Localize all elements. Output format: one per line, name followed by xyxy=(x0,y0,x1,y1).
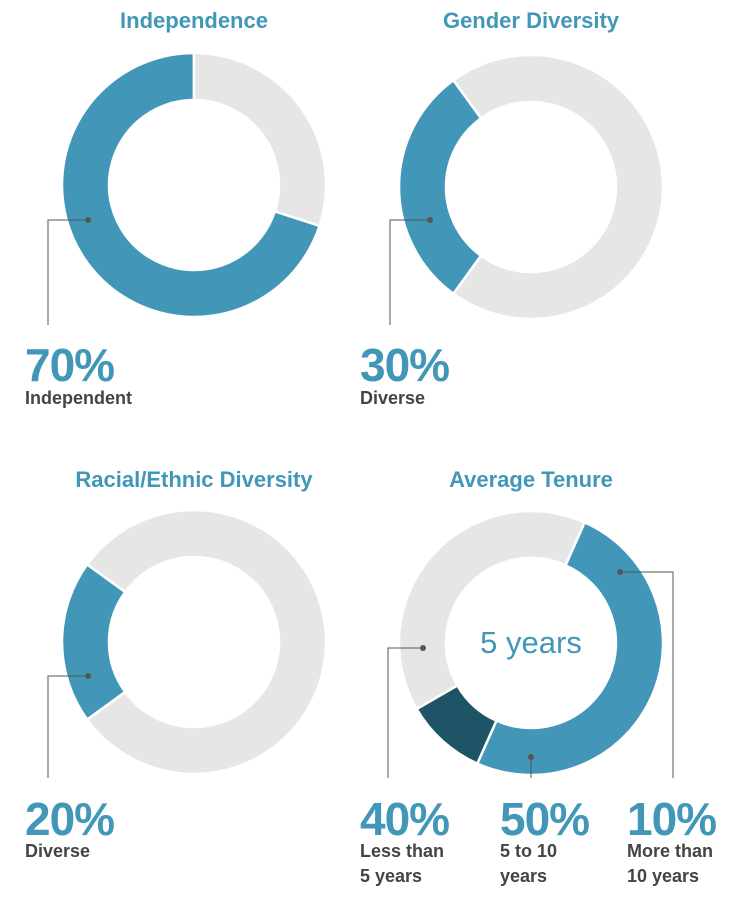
leader-dot xyxy=(617,569,623,575)
value-label: 70% xyxy=(25,339,115,391)
leader-dot xyxy=(427,217,433,223)
donut-segment xyxy=(60,562,127,722)
donut-segment xyxy=(397,78,483,296)
chart-title: Average Tenure xyxy=(449,467,613,492)
chart-title: Gender Diversity xyxy=(442,8,620,33)
donut-segment xyxy=(414,683,499,766)
donut-segment xyxy=(451,53,665,321)
donut-segment xyxy=(60,51,322,319)
chart-title: Racial/Ethnic Diversity xyxy=(75,467,313,492)
category-label: Less than 5 years xyxy=(360,841,445,886)
leader-dot xyxy=(528,754,534,760)
donut-segment xyxy=(85,508,328,776)
category-label: Diverse xyxy=(25,841,91,861)
leader-line xyxy=(389,219,430,325)
value-label: 40% xyxy=(360,793,450,845)
leader-line xyxy=(47,219,88,325)
leader-dot xyxy=(85,673,91,679)
leader-dot xyxy=(420,645,426,651)
value-label: 30% xyxy=(360,339,450,391)
leader-dot xyxy=(85,217,91,223)
leader-line xyxy=(47,675,88,778)
category-label: Independent xyxy=(25,388,132,408)
center-label: 5 years xyxy=(480,625,582,660)
category-label: More than 10 years xyxy=(627,841,714,886)
value-label: 20% xyxy=(25,793,115,845)
donut-segment xyxy=(192,51,328,228)
donut-segment xyxy=(397,509,587,711)
leader-line xyxy=(387,647,423,778)
value-label: 50% xyxy=(500,793,590,845)
value-label: 10% xyxy=(627,793,717,845)
chart-title: Independence xyxy=(120,8,268,33)
leader-line xyxy=(620,571,674,778)
donut-segment xyxy=(475,520,665,777)
category-label: Diverse xyxy=(360,388,426,408)
category-label: 5 to 10 years xyxy=(500,841,558,886)
